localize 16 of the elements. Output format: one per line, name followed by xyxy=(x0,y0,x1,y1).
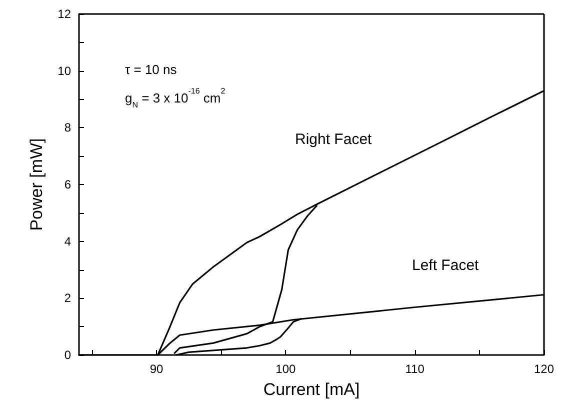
x-tick-label: 110 xyxy=(405,362,425,376)
y-tick-label: 4 xyxy=(64,234,72,248)
annotation: Right Facet xyxy=(295,131,373,148)
x-tick-label: 90 xyxy=(150,362,164,376)
y-tick-label: 8 xyxy=(64,120,72,135)
annotation: Left Facet xyxy=(412,257,480,274)
annotation: τ = 10 ns xyxy=(125,62,178,77)
x-tick-label: 100 xyxy=(276,362,296,376)
x-axis-title: Current [mA] xyxy=(263,380,360,399)
y-tick-label: 2 xyxy=(64,291,72,306)
x-tick-label: 120 xyxy=(534,362,554,376)
y-axis-title: Power [mW] xyxy=(27,138,46,231)
y-tick-label: 10 xyxy=(58,64,72,78)
y-tick-label: 6 xyxy=(64,178,72,192)
y-tick-label: 12 xyxy=(58,7,72,21)
y-tick-label: 0 xyxy=(64,348,72,362)
